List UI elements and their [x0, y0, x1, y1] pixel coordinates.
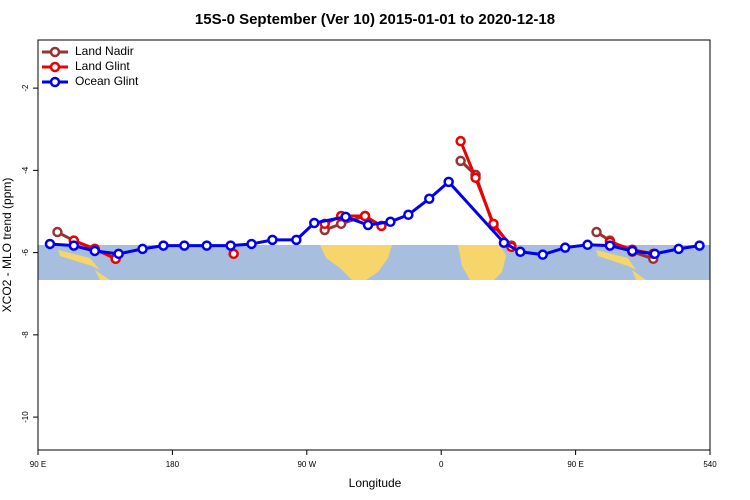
- x-tick-label: 90 E: [567, 460, 583, 469]
- point: [267, 234, 278, 246]
- point: [673, 243, 684, 255]
- point: [291, 234, 302, 246]
- legend-label: Ocean Glint: [75, 74, 139, 88]
- point: [179, 240, 190, 251]
- y-tick-label: -4: [21, 166, 30, 174]
- y-axis-label: XCO2 - MLO trend (ppm): [0, 178, 14, 313]
- point: [604, 240, 616, 251]
- x-tick-label: 90 W: [297, 460, 316, 469]
- point: [488, 218, 499, 230]
- point: [309, 217, 320, 229]
- y-tick-label: -6: [21, 249, 30, 257]
- point: [228, 248, 239, 260]
- map-background: [38, 245, 710, 280]
- y-tick-label: -8: [21, 331, 30, 339]
- point: [225, 240, 236, 251]
- point: [201, 240, 212, 251]
- point: [385, 216, 396, 228]
- x-tick-label: 90 E: [30, 460, 46, 469]
- legend-marker: [49, 46, 61, 58]
- x-tick-label: 180: [166, 460, 180, 469]
- plot-frame: [37, 39, 711, 451]
- y-tick-label: -10: [21, 411, 30, 423]
- x-tick-label: 540: [703, 460, 717, 469]
- point: [68, 240, 80, 251]
- legend-marker: [49, 76, 61, 88]
- point: [44, 238, 56, 250]
- x-tick-label: 0: [439, 460, 444, 469]
- point: [694, 240, 705, 251]
- point: [649, 248, 660, 260]
- point: [340, 211, 351, 223]
- point: [443, 176, 454, 188]
- point: [359, 210, 371, 222]
- point: [627, 245, 638, 257]
- point: [455, 135, 466, 147]
- point: [537, 249, 548, 260]
- point: [89, 245, 100, 257]
- legend-label: Land Nadir: [75, 44, 134, 58]
- point: [424, 193, 435, 204]
- legend-marker: [49, 61, 61, 73]
- point: [559, 242, 571, 253]
- point: [582, 239, 593, 251]
- point: [515, 246, 526, 258]
- point: [137, 243, 148, 255]
- chart-title: 15S-0 September (Ver 10) 2015-01-01 to 2…: [195, 11, 555, 28]
- series-line: [49, 179, 700, 257]
- point: [498, 237, 510, 248]
- point: [591, 226, 602, 238]
- point: [455, 155, 466, 167]
- point: [470, 172, 481, 184]
- point: [158, 240, 169, 251]
- point: [246, 238, 257, 250]
- point: [52, 226, 63, 238]
- y-tick-label: -2: [21, 84, 30, 92]
- legend-label: Land Glint: [75, 59, 130, 73]
- point: [403, 209, 414, 221]
- point: [362, 219, 374, 231]
- point: [113, 248, 124, 260]
- x-axis-label: Longitude: [349, 476, 402, 490]
